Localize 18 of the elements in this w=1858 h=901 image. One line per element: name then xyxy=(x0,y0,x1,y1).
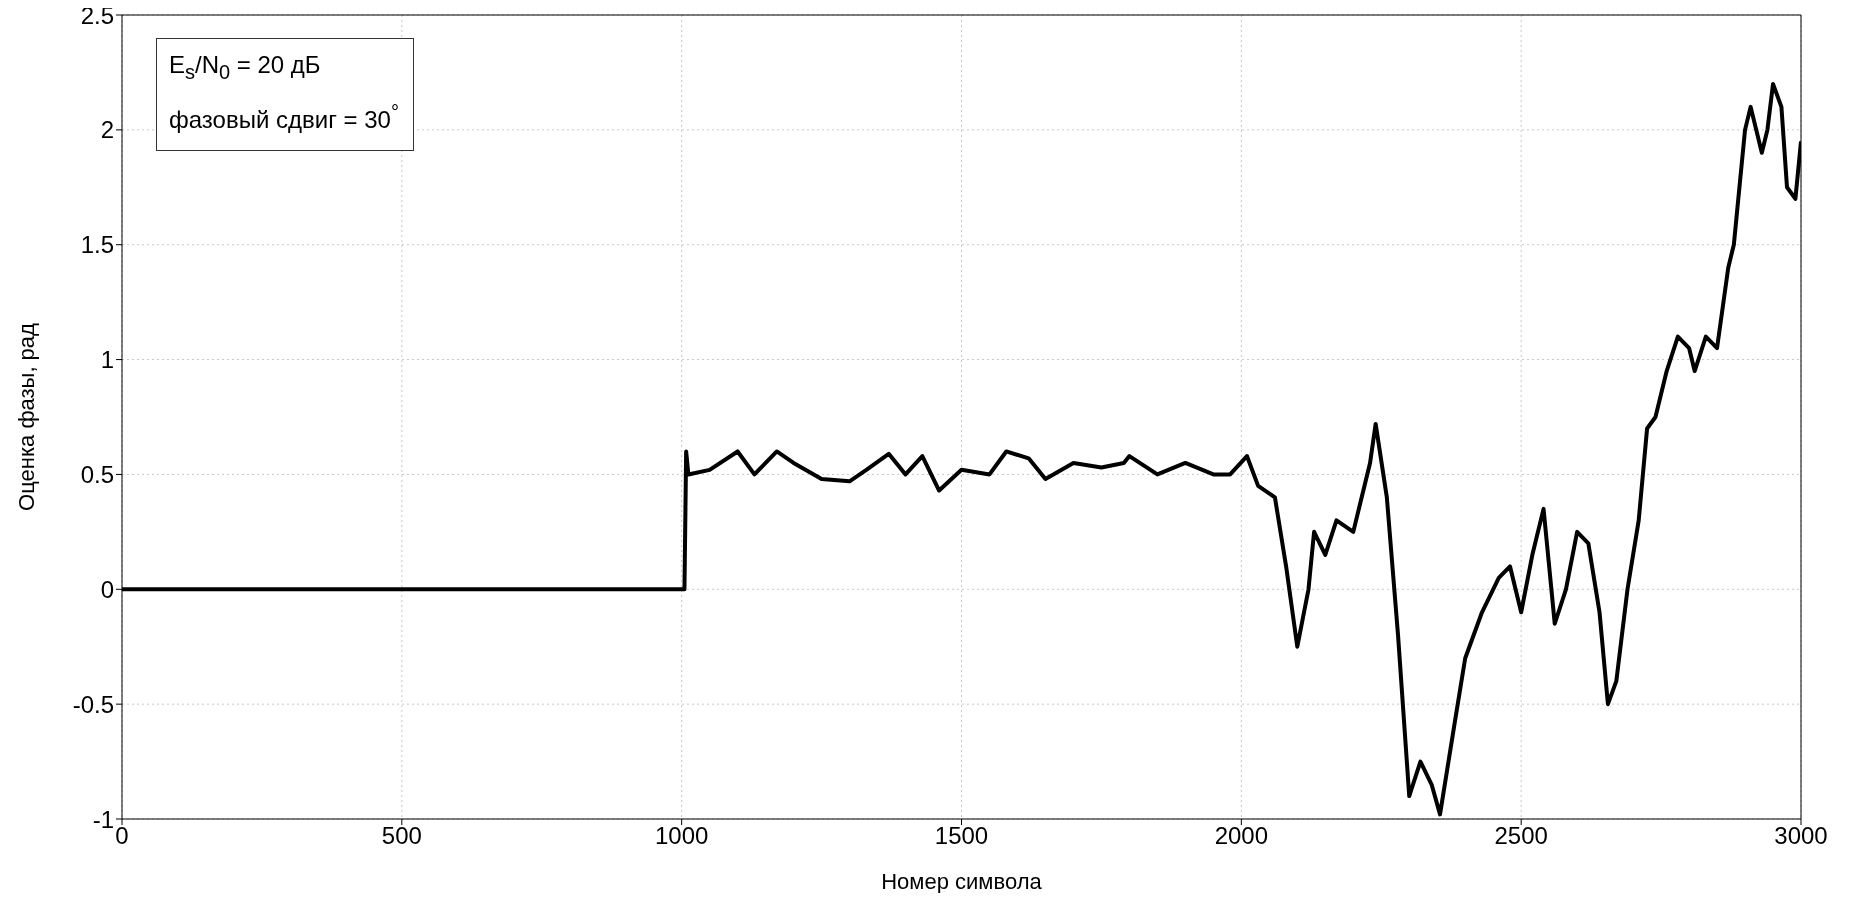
annotation: E$_{s}$/N$_{0}$ = 20 дБ xyxy=(169,50,322,85)
y-tick-label: -0.5 xyxy=(72,690,114,718)
x-tick-label: 2000 xyxy=(1214,822,1269,850)
y-tick-label: -1 xyxy=(92,805,114,833)
y-tick-label: 1 xyxy=(100,346,114,374)
x-axis-title: Номер символа xyxy=(881,869,1043,894)
y-axis-title: Оценка фазы, рад xyxy=(13,322,39,511)
x-tick-label: 3000 xyxy=(1774,822,1828,850)
x-tick-label: 2500 xyxy=(1494,822,1548,850)
x-tick-label: 1500 xyxy=(934,822,989,850)
x-tick-label: 1000 xyxy=(654,822,709,850)
y-tick-label: 1.5 xyxy=(80,231,114,259)
x-tick-label: 500 xyxy=(381,822,422,850)
y-tick-label: 2 xyxy=(100,116,114,144)
y-tick-label: 0 xyxy=(100,575,114,603)
y-tick-label: 0.5 xyxy=(80,460,114,488)
annotation-box: E$_{s}$/N$_{0}$ = 20 дБ фазовый сдвиг = 30$^{°}$ xyxy=(156,38,414,151)
annotation: фазовый сдвиг = 30$^{°}$ xyxy=(169,99,399,135)
